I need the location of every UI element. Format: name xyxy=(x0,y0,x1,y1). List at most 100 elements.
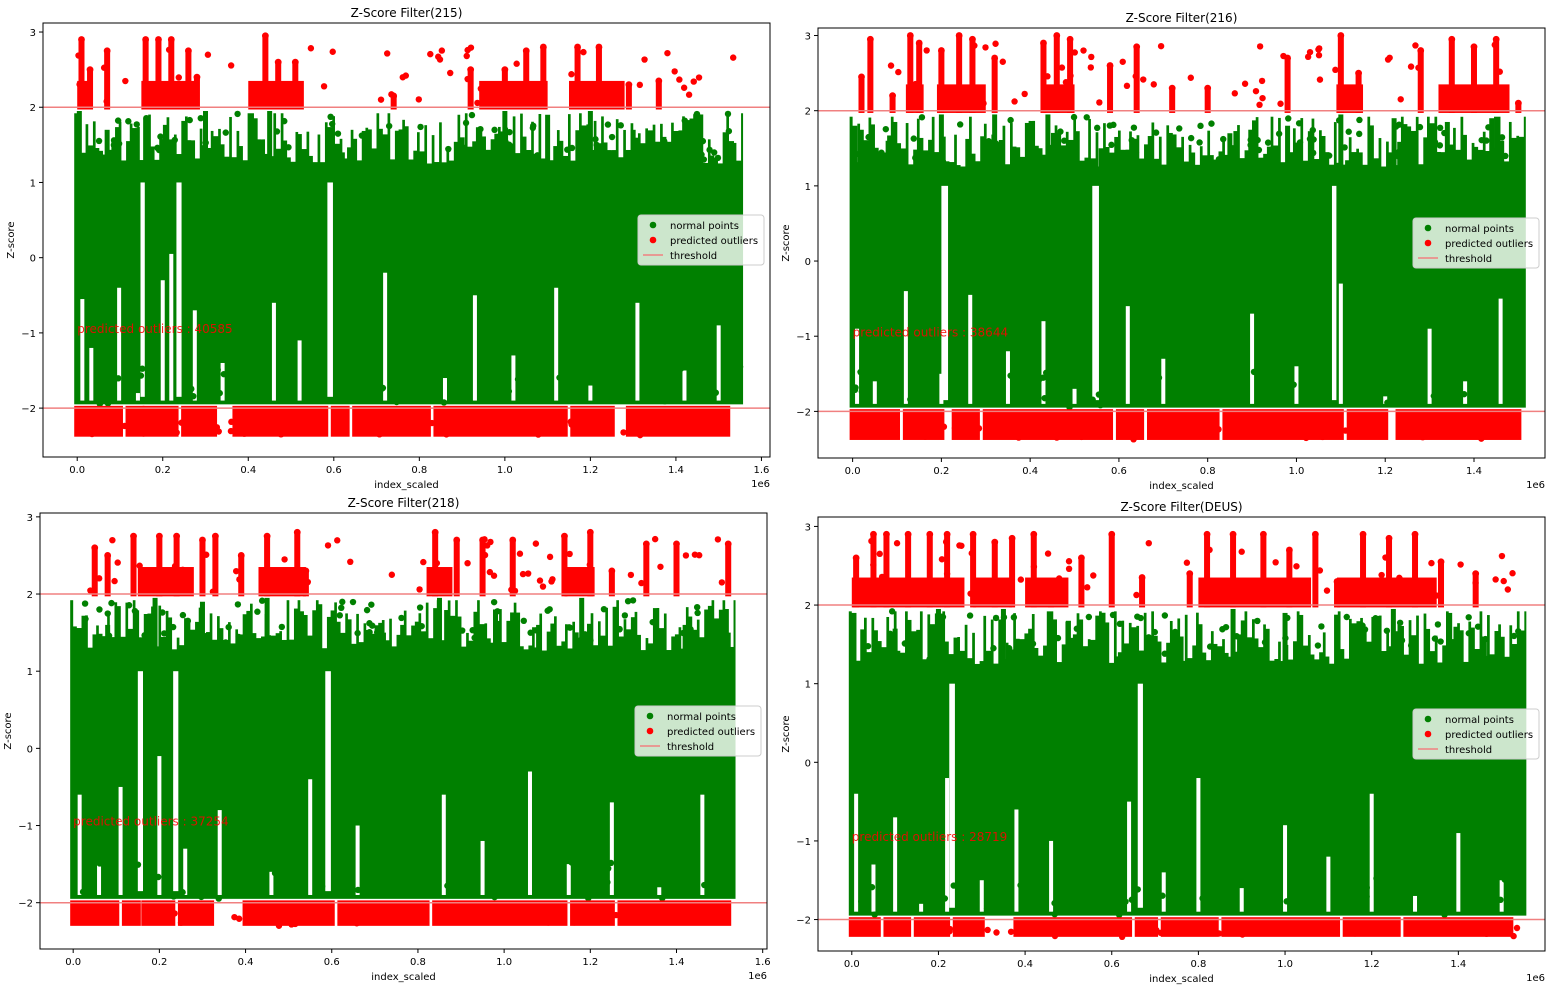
normal-points-edge xyxy=(1489,608,1495,655)
normal-points-edge xyxy=(421,597,426,632)
normal-point xyxy=(532,627,539,634)
outlier-point xyxy=(1066,35,1074,43)
normal-points-edge xyxy=(190,597,196,630)
normal-points-edge xyxy=(592,111,598,121)
outlier-point xyxy=(1090,572,1097,579)
legend-marker-normal xyxy=(649,221,657,229)
normal-points-edge xyxy=(1422,608,1428,614)
normal-point xyxy=(443,368,451,376)
outlier-column xyxy=(1417,50,1424,113)
outlier-point xyxy=(227,62,235,69)
normal-points-edge xyxy=(402,597,408,611)
normal-point xyxy=(502,139,509,146)
outlier-point xyxy=(1051,932,1059,940)
outlier-point xyxy=(1231,90,1239,97)
normal-point xyxy=(278,623,286,631)
y-tick-label: 2 xyxy=(805,601,811,612)
outlier-point xyxy=(443,431,450,438)
y-tick-label: 1 xyxy=(27,667,33,678)
data-gap xyxy=(1137,683,1143,908)
normal-points-edge xyxy=(892,608,898,611)
normal-points-edge xyxy=(445,111,451,151)
normal-points-edge xyxy=(91,597,97,635)
outlier-point xyxy=(1483,930,1490,937)
outlier-point xyxy=(464,559,471,567)
normal-points-edge xyxy=(120,597,126,637)
outlier-column xyxy=(970,534,977,608)
normal-point xyxy=(1144,159,1151,166)
outlier-point xyxy=(1472,570,1480,578)
normal-points-edge xyxy=(681,111,686,117)
normal-point xyxy=(912,154,919,162)
normal-points-edge xyxy=(406,597,412,636)
outlier-point xyxy=(1044,73,1051,80)
normal-points-edge xyxy=(272,111,278,112)
normal-points-edge xyxy=(904,114,910,124)
normal-points-edge xyxy=(1157,114,1163,137)
normal-points-edge xyxy=(1303,114,1308,161)
outlier-point xyxy=(302,567,310,575)
normal-points-edge xyxy=(208,597,214,614)
normal-points-edge xyxy=(1359,608,1364,618)
normal-point xyxy=(1341,144,1348,151)
data-notch xyxy=(1014,809,1019,912)
normal-points-edge xyxy=(373,597,379,626)
normal-point xyxy=(1465,368,1472,375)
outlier-point xyxy=(1245,929,1252,936)
normal-points-edge xyxy=(1176,608,1182,619)
normal-point xyxy=(1132,149,1140,156)
normal-points-edge xyxy=(154,111,160,160)
outlier-point xyxy=(655,77,663,85)
outlier-band-low xyxy=(121,900,141,926)
normal-point xyxy=(677,891,685,899)
outlier-point xyxy=(937,47,945,54)
outlier-point xyxy=(1492,576,1499,583)
normal-point xyxy=(258,597,266,604)
normal-point xyxy=(312,883,320,890)
outlier-column xyxy=(574,47,581,110)
normal-points-edge xyxy=(1154,114,1159,159)
normal-points-edge xyxy=(1340,608,1346,650)
outlier-point xyxy=(1157,929,1164,937)
outlier-point xyxy=(1265,431,1272,438)
normal-point xyxy=(600,605,608,613)
outlier-point xyxy=(870,561,877,569)
normal-points-edge xyxy=(974,608,980,664)
outlier-point xyxy=(724,540,732,548)
normal-point xyxy=(665,389,672,396)
data-notch xyxy=(77,794,82,895)
normal-point xyxy=(1000,614,1008,621)
outlier-column xyxy=(1048,581,1055,608)
normal-points-edge xyxy=(450,597,456,616)
outlier-point xyxy=(1445,431,1452,438)
normal-points-edge xyxy=(73,597,78,627)
outlier-point xyxy=(103,47,111,55)
legend-label-outliers: predicted outliers xyxy=(667,727,755,738)
outlier-point xyxy=(1488,424,1496,431)
outlier-point xyxy=(706,913,713,920)
normal-points-edge xyxy=(1075,608,1081,614)
normal-point-spike xyxy=(1391,118,1397,186)
outlier-band-low xyxy=(848,917,881,937)
normal-point xyxy=(907,396,914,403)
normal-points-edge xyxy=(866,608,872,653)
normal-points-edge xyxy=(1277,114,1282,118)
outlier-band-low xyxy=(883,917,912,937)
outlier-point xyxy=(1315,52,1323,59)
outlier-column xyxy=(870,534,877,608)
normal-point xyxy=(1073,625,1081,632)
normal-point-spike xyxy=(329,648,335,672)
normal-point xyxy=(363,606,371,614)
normal-point xyxy=(983,905,991,912)
normal-points-edge xyxy=(412,111,418,151)
outlier-point xyxy=(1252,87,1260,95)
normal-point xyxy=(1295,120,1303,127)
normal-point xyxy=(115,140,123,147)
normal-points-edge xyxy=(1265,114,1271,147)
outlier-point xyxy=(1437,558,1445,566)
normal-point xyxy=(1152,129,1160,136)
normal-point-spike xyxy=(339,152,345,183)
normal-points-edge xyxy=(618,597,624,637)
normal-points-edge xyxy=(915,114,921,119)
normal-point-spike xyxy=(1338,114,1344,186)
